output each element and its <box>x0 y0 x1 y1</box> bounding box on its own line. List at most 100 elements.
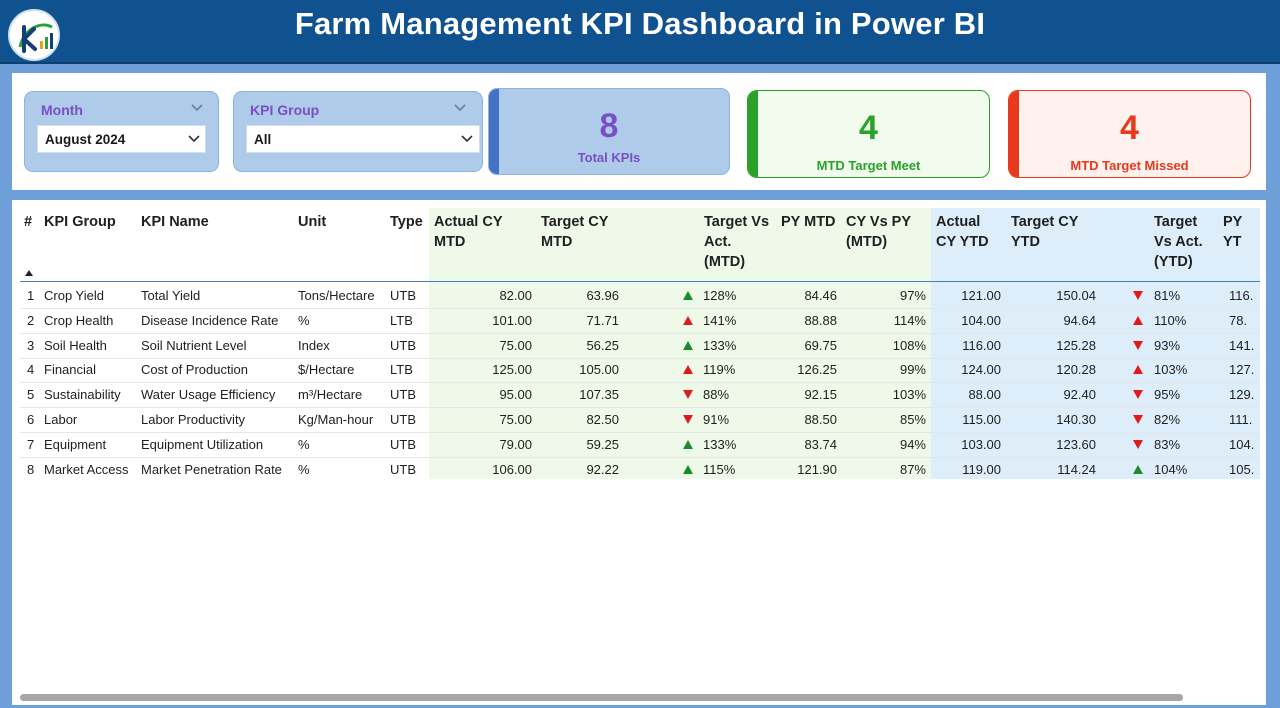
mtd-target-meet-card: 4 MTD Target Meet <box>747 90 990 178</box>
mtd-target-meet-value: 4 <box>859 109 878 147</box>
py-ytd-cell: 116. <box>1229 288 1254 303</box>
actual-ytd-cell: 124.00 <box>961 362 1001 377</box>
kpi-group-cell: Sustainability <box>44 387 121 402</box>
py-ytd-cell: 104. <box>1229 437 1255 452</box>
table-row[interactable]: 4 Financial Cost of Production $/Hectare… <box>12 357 1260 382</box>
table-row[interactable]: 6 Labor Labor Productivity Kg/Man-hour U… <box>12 407 1260 432</box>
sort-ascending-icon[interactable] <box>25 270 33 276</box>
horizontal-scrollbar[interactable] <box>20 694 1183 701</box>
target-ytd-cell: 114.24 <box>1057 462 1096 477</box>
kpi-name-cell: Soil Nutrient Level <box>141 338 247 353</box>
target-ytd-cell: 140.30 <box>1056 412 1096 427</box>
kpi-table-panel: # KPI Group KPI Name Unit Type Actual CY… <box>12 200 1266 705</box>
header-number[interactable]: # <box>24 214 33 230</box>
table-row[interactable]: 2 Crop Health Disease Incidence Rate % L… <box>12 308 1260 333</box>
header-kpi-name[interactable]: KPI Name <box>141 214 209 230</box>
row-divider <box>20 432 1260 433</box>
up-arrow-red-icon <box>1133 365 1143 374</box>
chevron-down-icon[interactable] <box>453 102 467 114</box>
month-slicer-label: Month <box>41 102 83 118</box>
target-mtd-cell: 71.71 <box>586 313 619 328</box>
row-number: 8 <box>27 462 35 477</box>
down-arrow-icon <box>683 415 693 424</box>
target-vs-act-ytd-cell: 95% <box>1154 387 1181 402</box>
up-arrow-icon <box>683 341 693 350</box>
header-py-mtd[interactable]: PY MTD <box>781 214 836 230</box>
header-target-cy-ytd[interactable]: Target CY YTD <box>1011 214 1079 250</box>
up-arrow-icon <box>1133 465 1143 474</box>
type-cell: UTB <box>390 288 416 303</box>
target-mtd-cell: 63.96 <box>586 288 619 303</box>
kpi-name-cell: Disease Incidence Rate <box>141 313 279 328</box>
type-cell: UTB <box>390 437 416 452</box>
actual-ytd-cell: 115.00 <box>962 412 1001 427</box>
target-mtd-cell: 59.25 <box>586 437 619 452</box>
month-slicer: Month August 2024 <box>24 91 219 172</box>
kpi-group-dropdown[interactable]: All <box>246 125 480 153</box>
chevron-down-icon[interactable] <box>460 133 474 145</box>
target-ytd-cell: 123.60 <box>1056 437 1096 452</box>
table-row[interactable]: 8 Market Access Market Penetration Rate … <box>12 457 1260 482</box>
row-divider <box>20 358 1260 359</box>
row-number: 6 <box>27 412 35 427</box>
target-ytd-cell: 92.40 <box>1063 387 1096 402</box>
header-target-vs-act-ytd[interactable]: Target Vs Act. (YTD) <box>1154 214 1203 270</box>
unit-cell: % <box>298 462 310 477</box>
py-ytd-cell: 78. <box>1229 313 1248 328</box>
cy-vs-py-mtd-cell: 87% <box>899 462 926 477</box>
table-row[interactable]: 1 Crop Yield Total Yield Tons/Hectare UT… <box>12 283 1260 308</box>
type-cell: UTB <box>390 462 416 477</box>
header-kpi-group[interactable]: KPI Group <box>44 214 116 230</box>
type-cell: UTB <box>390 412 416 427</box>
kpi-name-cell: Water Usage Efficiency <box>141 387 276 402</box>
target-vs-act-mtd-cell: 88% <box>703 387 730 402</box>
py-mtd-cell: 126.25 <box>797 362 837 377</box>
card-accent <box>1009 91 1019 177</box>
title-bar: Farm Management KPI Dashboard in Power B… <box>0 0 1280 64</box>
target-vs-act-mtd-cell: 91% <box>703 412 730 427</box>
header-actual-cy-mtd[interactable]: Actual CY MTD <box>434 214 503 250</box>
card-accent <box>748 91 758 177</box>
month-value: August 2024 <box>45 132 126 147</box>
actual-ytd-cell: 104.00 <box>961 313 1001 328</box>
table-row[interactable]: 5 Sustainability Water Usage Efficiency … <box>12 382 1260 407</box>
down-arrow-icon <box>683 390 693 399</box>
header-type[interactable]: Type <box>390 214 423 230</box>
kpi-group-slicer-label: KPI Group <box>250 102 320 118</box>
unit-cell: m³/Hectare <box>298 387 363 402</box>
mtd-target-meet-label: MTD Target Meet <box>816 158 921 173</box>
chevron-down-icon[interactable] <box>190 102 204 114</box>
header-unit[interactable]: Unit <box>298 214 327 230</box>
actual-ytd-cell: 116.00 <box>962 338 1001 353</box>
actual-ytd-cell: 103.00 <box>961 437 1001 452</box>
target-vs-act-mtd-cell: 133% <box>703 338 737 353</box>
cy-vs-py-mtd-cell: 103% <box>892 387 926 402</box>
cy-vs-py-mtd-cell: 108% <box>892 338 926 353</box>
up-arrow-icon <box>683 465 693 474</box>
mtd-columns-background <box>429 208 931 479</box>
header-target-vs-act-mtd[interactable]: Target Vs Act. (MTD) <box>704 214 770 270</box>
header-py-ytd[interactable]: PY YT <box>1223 214 1243 250</box>
total-kpis-label: Total KPIs <box>577 150 641 165</box>
py-ytd-cell: 105. <box>1229 462 1255 477</box>
down-arrow-icon <box>1133 341 1143 350</box>
cy-vs-py-mtd-cell: 97% <box>899 288 926 303</box>
kpi-table[interactable]: # KPI Group KPI Name Unit Type Actual CY… <box>12 200 1260 686</box>
chevron-down-icon[interactable] <box>187 133 201 145</box>
header-actual-cy-ytd[interactable]: Actual CY YTD <box>936 214 989 250</box>
kpi-group-cell: Financial <box>44 362 97 377</box>
row-divider <box>20 407 1260 408</box>
actual-mtd-cell: 82.00 <box>499 288 532 303</box>
py-mtd-cell: 69.75 <box>804 338 837 353</box>
table-row[interactable]: 3 Soil Health Soil Nutrient Level Index … <box>12 333 1260 358</box>
table-row[interactable]: 7 Equipment Equipment Utilization % UTB … <box>12 432 1260 457</box>
target-vs-act-ytd-cell: 81% <box>1154 288 1181 303</box>
py-ytd-cell: 129. <box>1229 387 1255 402</box>
kpi-group-cell: Soil Health <box>44 338 107 353</box>
row-divider <box>20 457 1260 458</box>
target-vs-act-ytd-cell: 104% <box>1154 462 1188 477</box>
down-arrow-icon <box>1133 390 1143 399</box>
header-cy-vs-py-mtd[interactable]: CY Vs PY (MTD) <box>846 214 912 250</box>
month-dropdown[interactable]: August 2024 <box>37 125 206 153</box>
header-target-cy-mtd[interactable]: Target CY MTD <box>541 214 609 250</box>
